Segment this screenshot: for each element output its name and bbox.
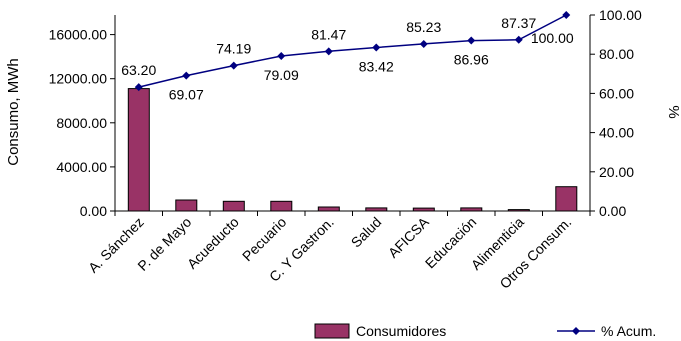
bar-1 — [175, 199, 198, 212]
category-label-5: Salud — [348, 214, 385, 251]
legend-bar-swatch — [314, 323, 350, 339]
cumulative-label-2: 74.19 — [216, 41, 251, 57]
y-tick-label-2: 8000.00 — [56, 115, 107, 131]
cumulative-marker-8 — [514, 35, 523, 44]
cumulative-label-6: 85.23 — [406, 19, 441, 35]
cumulative-label-0: 63.20 — [121, 62, 156, 78]
cumulative-label-8: 87.37 — [501, 15, 536, 31]
cumulative-label-7: 86.96 — [454, 52, 489, 68]
y2-tick-label-4: 80.00 — [599, 46, 634, 62]
y-tick-label-0: 0.00 — [80, 203, 107, 219]
legend-bar-label: Consumidores — [356, 323, 446, 339]
y2-axis-title: % — [665, 105, 681, 118]
bar-4 — [317, 206, 340, 212]
cumulative-marker-0 — [134, 83, 143, 92]
y2-tick-label-5: 100.00 — [599, 7, 642, 23]
cumulative-label-5: 83.42 — [359, 58, 394, 74]
cumulative-marker-6 — [419, 39, 428, 48]
y2-tick-label-0: 0.00 — [599, 203, 626, 219]
legend-line-marker — [572, 327, 580, 335]
y-tick-label-1: 4000.00 — [56, 159, 107, 175]
cumulative-marker-1 — [182, 71, 191, 80]
legend-line-label: % Acum. — [601, 323, 656, 339]
cumulative-label-1: 69.07 — [169, 87, 204, 103]
y2-tick-label-2: 40.00 — [599, 125, 634, 141]
bar-0 — [127, 88, 150, 212]
category-label-6: AFICSA — [385, 213, 433, 261]
cumulative-label-9: 100.00 — [531, 30, 574, 46]
y-axis-title: Consumo, MWh — [5, 58, 22, 166]
y2-tick-label-1: 20.00 — [599, 164, 634, 180]
axes-layer: 0.00 4000.00 8000.00 12000.00 16000.00 0.00 20… — [49, 7, 642, 292]
cumulative-line — [138, 14, 567, 88]
bar-3 — [270, 200, 293, 212]
y-tick-label-4: 16000.00 — [49, 27, 108, 43]
category-label-2: Acueducto — [184, 214, 242, 272]
cumulative-marker-9 — [562, 11, 571, 19]
cumulative-marker-5 — [372, 43, 381, 52]
cumulative-marker-2 — [229, 61, 238, 70]
bar-9 — [555, 186, 578, 212]
cumulative-marker-4 — [324, 47, 333, 56]
line-layer: 63.20 69.07 74.19 79.09 81.47 83.42 85.23 86.96… — [121, 11, 574, 103]
cumulative-marker-7 — [467, 36, 476, 45]
bar-2 — [222, 200, 245, 212]
cumulative-label-3: 79.09 — [264, 67, 299, 83]
cumulative-marker-3 — [277, 51, 286, 60]
legend: Consumidores % Acum. — [314, 323, 656, 339]
bars-layer — [127, 88, 578, 212]
y2-tick-label-3: 60.00 — [599, 85, 634, 101]
cumulative-label-4: 81.47 — [311, 26, 346, 42]
y-tick-label-3: 12000.00 — [49, 71, 108, 87]
